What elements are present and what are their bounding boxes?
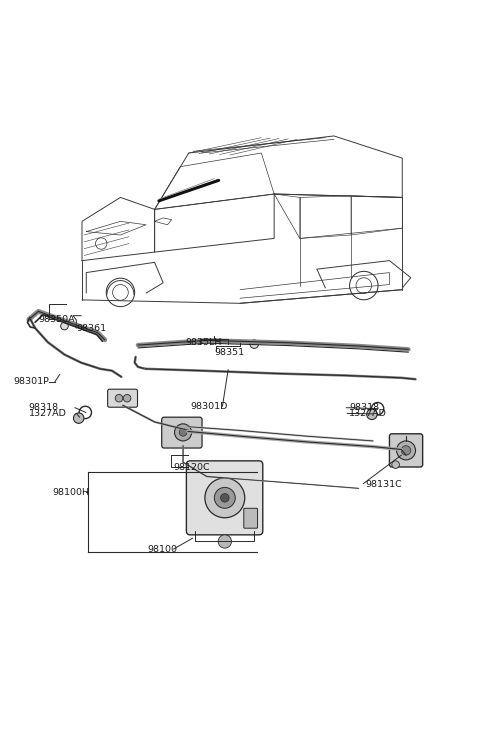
Circle shape — [392, 461, 399, 469]
Text: 98318: 98318 — [349, 403, 379, 412]
Circle shape — [215, 488, 235, 508]
Text: 98100: 98100 — [147, 545, 178, 553]
Circle shape — [115, 394, 123, 402]
Text: 98120C: 98120C — [174, 463, 210, 472]
Circle shape — [179, 429, 187, 436]
Text: 98301P: 98301P — [13, 377, 49, 386]
Circle shape — [73, 413, 84, 423]
Circle shape — [250, 340, 259, 348]
Text: 98361: 98361 — [76, 324, 107, 333]
Circle shape — [396, 441, 416, 460]
Circle shape — [175, 424, 192, 441]
Circle shape — [218, 535, 231, 548]
Circle shape — [205, 478, 245, 518]
FancyBboxPatch shape — [186, 461, 263, 535]
Circle shape — [367, 409, 377, 420]
Text: 98350A: 98350A — [38, 315, 75, 324]
Text: 9835LH: 9835LH — [185, 338, 222, 347]
FancyBboxPatch shape — [244, 508, 258, 529]
Circle shape — [60, 323, 68, 330]
FancyBboxPatch shape — [108, 389, 137, 407]
Text: 98100H: 98100H — [53, 488, 90, 496]
Circle shape — [220, 493, 229, 502]
Text: 98318: 98318 — [29, 403, 59, 412]
Text: 1327AD: 1327AD — [29, 409, 67, 418]
FancyBboxPatch shape — [389, 434, 423, 467]
FancyBboxPatch shape — [162, 417, 202, 448]
Text: 98301D: 98301D — [190, 402, 228, 411]
Circle shape — [123, 394, 131, 402]
Text: 1327AD: 1327AD — [349, 409, 387, 418]
Circle shape — [401, 445, 411, 455]
Text: 98131C: 98131C — [366, 480, 402, 489]
Text: 98351: 98351 — [214, 348, 244, 357]
